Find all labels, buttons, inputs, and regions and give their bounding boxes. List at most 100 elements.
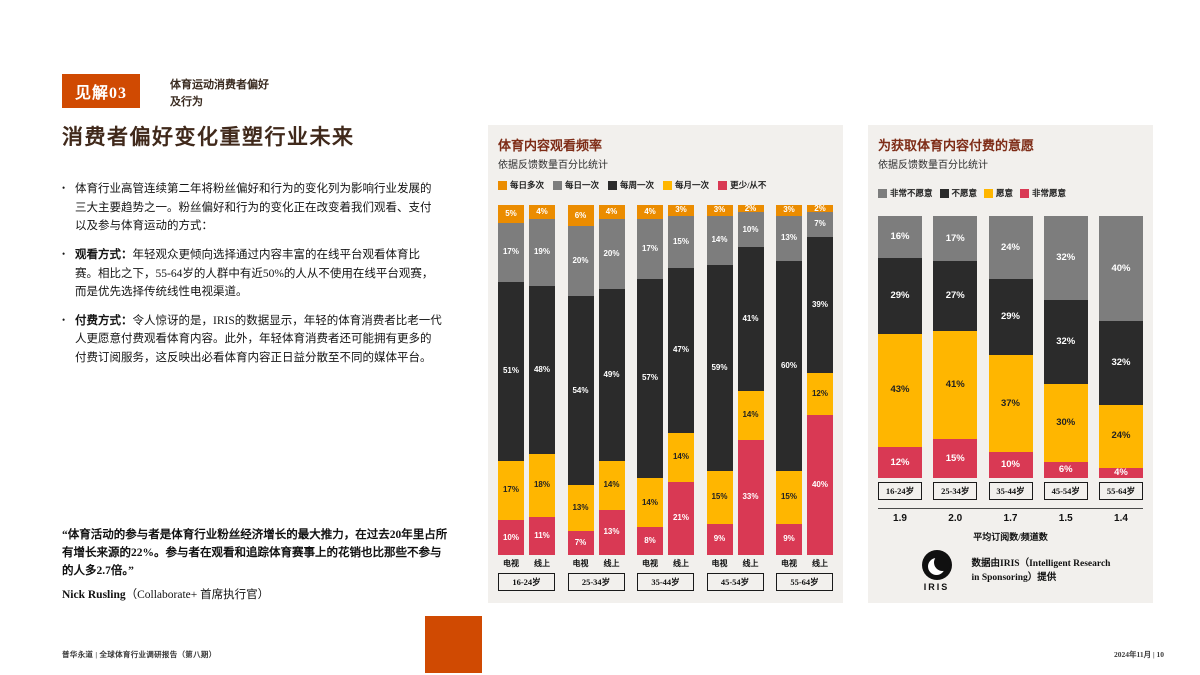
bar-segment: 24% (988, 216, 1033, 279)
bar-segment: 16% (878, 216, 922, 258)
bar-segment: 60% (776, 261, 802, 471)
bar-pair: 3% 13% 60% 15% 9% 2% 7% 39% 12% 40% (776, 205, 833, 555)
quote-author-role: （Collaborate+ 首席执行官） (125, 589, 270, 601)
stacked-bar: 2% 10% 41% 14% 33% (737, 205, 764, 555)
bar-pair-labels: 电视 线上 (707, 558, 764, 569)
chart-subtitle: 依据反馈数量百分比统计 (878, 160, 988, 171)
bullet-lead: 观看方式： (75, 248, 133, 261)
footer-date-page: 2024年11月 | 10 (1114, 650, 1164, 659)
stacked-bar: 17% 27% 41% 15% (933, 216, 978, 478)
bar-pair-labels: 电视 线上 (637, 558, 694, 569)
bar-segment: 18% (529, 453, 555, 517)
chart-legend: 每日多次 每日一次 每周一次 每月一次 更少/从不 (498, 179, 833, 191)
chart-title: 为获取体育内容付费的意愿 (878, 138, 1035, 153)
bar-segment: 17% (498, 222, 524, 282)
data-credit: 数据由IRIS（Intelligent Research in Sponsori… (972, 557, 1111, 586)
age-group-label: 45-54岁 (706, 573, 764, 591)
stacked-bar: 3% 15% 47% 14% 21% (668, 205, 694, 555)
age-group-label: 25-34岁 (933, 482, 978, 500)
legend-item: 非常愿意 (1020, 187, 1066, 199)
bullet-item: 观看方式：年轻观众更倾向选择通过内容丰富的在线平台观看体育比赛。相比之下，55-… (62, 246, 442, 302)
bar-group: 3% 14% 59% 15% 9% 2% 10% 41% 14% 33% 电视 线上 45-54岁 (706, 205, 764, 591)
legend-label: 愿意 (996, 188, 1014, 198)
stacked-bar: 40% 32% 24% 4% (1099, 216, 1143, 478)
iris-logo-name: IRIS (923, 582, 950, 592)
age-group-label: 45-54岁 (1043, 482, 1088, 500)
bar-label: 电视 (642, 559, 658, 568)
bar-segment: 32% (1043, 216, 1088, 300)
bar-label: 线上 (812, 559, 828, 568)
page-title: 消费者偏好变化重塑行业未来 (62, 125, 355, 149)
bullet-text: 令人惊讶的是，IRIS的数据显示，年轻的体育消费者比老一代人更愿意付费观看体育内… (75, 314, 442, 364)
bar-segment: 2% (807, 205, 833, 212)
legend-swatch (1020, 188, 1030, 198)
bar-label: 线上 (534, 559, 550, 568)
bar-segment: 48% (529, 285, 555, 454)
bar-segment: 20% (598, 219, 625, 289)
bar-group: 4% 17% 57% 14% 8% 3% 15% 47% 14% 21% 电视 线上 35-44岁 (637, 205, 694, 591)
age-group-label: 35-44岁 (637, 573, 694, 591)
chart-bars: 16% 29% 43% 12% 17% 27% 41% 15% 24% 29% 37% 10% 32% 3… (878, 211, 1143, 478)
bar-segment: 17% (933, 216, 978, 261)
bar-segment: 14% (737, 390, 764, 440)
legend-swatch (718, 180, 728, 190)
bar-pair: 5% 17% 51% 17% 10% 4% 19% 48% 18% 11% (498, 205, 555, 555)
legend-label: 每日一次 (565, 180, 600, 190)
bar-label: 电视 (781, 559, 797, 568)
averages-row: 1.9 2.0 1.7 1.5 1.4 (878, 513, 1143, 524)
bar-segment: 4% (529, 205, 555, 219)
bar-segment: 40% (1099, 216, 1143, 321)
age-group-label: 55-64岁 (1099, 482, 1143, 500)
bar-segment: 37% (988, 354, 1033, 452)
bar-segment: 33% (737, 439, 764, 555)
bar-segment: 5% (498, 205, 524, 223)
bar-segment: 29% (988, 278, 1033, 355)
stacked-bar: 32% 32% 30% 6% (1043, 216, 1088, 478)
averages-label: 平均订阅数/频道数 (973, 532, 1048, 542)
bar-segment: 21% (668, 481, 694, 555)
bar-label: 线上 (742, 559, 759, 568)
bar-pair: 3% 14% 59% 15% 9% 2% 10% 41% 14% 33% (706, 205, 764, 555)
orange-accent-block (425, 616, 482, 673)
legend-label: 每周一次 (620, 180, 655, 190)
bullet-lead: 付费方式： (75, 314, 133, 327)
data-source-row: IRIS 数据由IRIS（Intelligent Research in Spo… (878, 550, 1143, 592)
chart-subtitle: 依据反馈数量百分比统计 (498, 160, 608, 171)
data-credit-line1: 数据由IRIS（Intelligent Research (971, 558, 1111, 569)
bar-segment: 7% (807, 212, 833, 237)
insight-label: 见解03 (62, 74, 141, 108)
age-boxes-row: 16-24岁 25-34岁 35-44岁 45-54岁 55-64岁 (878, 482, 1143, 500)
stacked-bar: 6% 20% 54% 13% 7% (567, 205, 594, 555)
legend-item: 愿意 (984, 187, 1013, 199)
data-credit-line2: in Sponsoring）提供 (971, 573, 1057, 583)
bar-label: 电视 (572, 559, 589, 568)
stacked-bar: 3% 13% 60% 15% 9% (776, 205, 802, 555)
bullet-item: 体育行业高管连续第二年将粉丝偏好和行为的变化列为影响行业发展的三大主要趋势之一。… (62, 180, 442, 236)
bar-segment: 10% (737, 212, 764, 247)
average-value: 1.4 (1114, 513, 1128, 524)
bullet-item: 付费方式：令人惊讶的是，IRIS的数据显示，年轻的体育消费者比老一代人更愿意付费… (62, 312, 442, 368)
bar-segment: 3% (706, 205, 733, 216)
legend-label: 非常愿意 (1032, 188, 1067, 198)
bar-pair: 4% 17% 57% 14% 8% 3% 15% 47% 14% 21% (637, 205, 694, 555)
legend-item: 更少/从不 (718, 179, 766, 191)
bar-segment: 41% (933, 331, 978, 439)
bar-label: 电视 (711, 559, 728, 568)
bar-segment: 10% (498, 520, 524, 555)
iris-logo-icon (921, 550, 952, 580)
averages-divider (878, 508, 1143, 509)
bar-segment: 12% (878, 446, 922, 478)
bar-segment: 15% (776, 471, 802, 524)
bar-segment: 3% (776, 205, 802, 216)
bar-segment: 11% (529, 516, 555, 555)
bar-pair-labels: 电视 线上 (776, 558, 833, 569)
bar-segment: 20% (567, 226, 594, 296)
bar-segment: 14% (598, 460, 625, 510)
bar-segment: 9% (776, 523, 802, 555)
bar-segment: 4% (598, 205, 625, 219)
age-group-label: 55-64岁 (776, 573, 833, 591)
legend-swatch (663, 180, 673, 190)
chart-title: 体育内容观看频率 (498, 138, 603, 153)
stacked-bar: 5% 17% 51% 17% 10% (498, 205, 524, 555)
insight-subtitle: 体育运动消费者偏好 及行为 (170, 77, 269, 110)
